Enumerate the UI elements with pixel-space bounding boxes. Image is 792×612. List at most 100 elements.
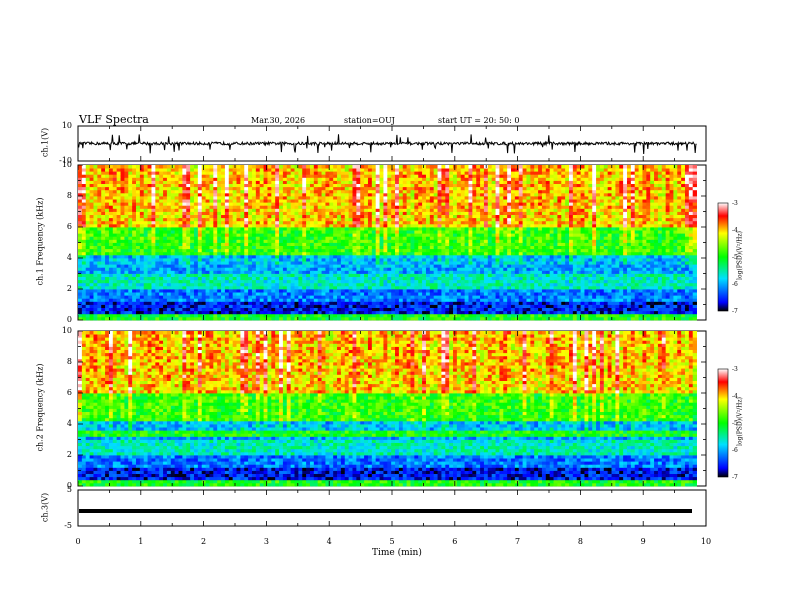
spectrogram-cell xyxy=(611,223,616,228)
spectrogram-cell xyxy=(333,282,338,287)
spectrogram-cell xyxy=(248,310,253,315)
spectrogram-cell xyxy=(352,310,357,315)
spectrogram-cell xyxy=(433,301,438,305)
spectrogram-cell xyxy=(302,307,307,312)
spectrogram-cell xyxy=(638,239,643,243)
spectrogram-cell xyxy=(367,230,373,234)
spectrogram-cell xyxy=(155,276,160,281)
spectrogram-cell xyxy=(677,276,682,281)
spectrogram-cell xyxy=(433,289,438,293)
spectrogram-cell xyxy=(313,230,319,234)
spectrogram-cell xyxy=(661,261,667,265)
spectrogram-cell xyxy=(487,285,493,290)
spectrogram-cell xyxy=(379,276,384,281)
spectrogram-cell xyxy=(530,301,535,305)
spectrogram-cell xyxy=(503,239,508,243)
spectrogram-cell xyxy=(480,298,485,302)
spectrogram-cell xyxy=(213,295,218,299)
spectrogram-cell xyxy=(217,236,222,240)
spectrogram-cell xyxy=(371,227,377,231)
spectrogram-cell xyxy=(209,298,214,302)
spectrogram-cell xyxy=(356,242,361,246)
spectrogram-cell xyxy=(112,282,118,287)
spectrogram-cell xyxy=(101,233,106,237)
spectrogram-cell xyxy=(487,242,493,246)
spectrogram-cell xyxy=(105,285,110,290)
spectrogram-cell xyxy=(201,236,206,240)
spectrogram-cell xyxy=(414,295,419,299)
spectrogram-cell xyxy=(580,251,585,256)
spectrogram-cell xyxy=(259,245,264,250)
spectrogram-cell xyxy=(81,230,87,234)
spectrogram-cell xyxy=(476,285,481,290)
spectrogram-cell xyxy=(584,254,589,259)
spectrogram-cell xyxy=(155,313,160,318)
spectrogram-cell xyxy=(456,295,462,299)
spectrogram-cell xyxy=(135,282,141,287)
spectrogram-cell xyxy=(491,245,496,250)
spectrogram-cell xyxy=(480,292,485,296)
spectrogram-cell xyxy=(503,264,508,268)
spectrogram-cell xyxy=(259,310,264,315)
spectrogram-cell xyxy=(97,273,102,277)
spectrogram-cell xyxy=(217,264,222,268)
spectrogram-cell xyxy=(418,251,423,256)
spectrogram-cell xyxy=(661,242,667,246)
spectrogram-cell xyxy=(437,301,442,305)
spectrogram-cell xyxy=(611,242,616,246)
spectrogram-cell xyxy=(151,307,156,312)
spectrogram-cell xyxy=(615,245,620,250)
spectrogram-cell xyxy=(232,264,237,268)
spectrogram-cell xyxy=(433,285,438,290)
spectrogram-cell xyxy=(360,254,365,259)
spectrogram-cell xyxy=(317,304,322,308)
spectrogram-cell xyxy=(163,273,168,277)
spectrogram-cell xyxy=(290,223,295,228)
spectrogram-cell xyxy=(186,245,191,250)
spectrogram-cell xyxy=(197,316,203,321)
spectrogram-cell xyxy=(677,289,682,293)
spectrogram-cell xyxy=(182,276,187,281)
spectrogram-cell xyxy=(124,261,129,265)
spectrogram-cell xyxy=(236,273,241,277)
spectrogram-cell xyxy=(159,245,164,250)
spectrogram-cell xyxy=(317,270,322,274)
spectrogram-cell xyxy=(673,261,678,265)
spectrogram-cell xyxy=(553,313,558,318)
spectrogram-cell xyxy=(128,267,133,271)
spectrogram-cell xyxy=(642,230,647,234)
spectrogram-cell xyxy=(495,230,500,234)
spectrogram-cell xyxy=(391,279,396,284)
spectrogram-cell xyxy=(201,254,206,259)
spectrogram-cell xyxy=(205,230,210,234)
spectrogram-cell xyxy=(534,313,539,318)
spectrogram-cell xyxy=(139,239,145,243)
spectrogram-cell xyxy=(302,276,307,281)
spectrogram-cell xyxy=(468,304,473,308)
spectrogram-cell xyxy=(321,316,326,321)
spectrogram-cell xyxy=(294,270,299,274)
spectrogram-cell xyxy=(630,248,636,253)
spectrogram-cell xyxy=(178,292,183,296)
spectrogram-cell xyxy=(684,301,690,305)
spectrogram-cell xyxy=(132,279,137,284)
spectrogram-cell xyxy=(387,248,392,253)
spectrogram-cell xyxy=(634,242,639,246)
spectrogram-cell xyxy=(414,313,419,318)
spectrogram-cell xyxy=(584,279,589,284)
spectrogram-cell xyxy=(615,267,620,271)
spectrogram-cell xyxy=(279,248,284,253)
spectrogram-cell xyxy=(692,239,697,243)
spectrogram-cell xyxy=(271,292,276,296)
spectrogram-cell xyxy=(642,236,647,240)
spectrogram-cell xyxy=(576,285,581,290)
spectrogram-cell xyxy=(538,267,543,271)
spectrogram-cell xyxy=(344,254,350,259)
spectrogram-cell xyxy=(78,261,83,265)
spectrogram-cell xyxy=(557,276,562,281)
spectrogram-cell xyxy=(395,304,400,308)
spectrogram-cell xyxy=(522,248,527,253)
spectrogram-cell xyxy=(240,316,245,321)
spectrogram-cell xyxy=(309,279,315,284)
spectrogram-cell xyxy=(352,233,357,237)
